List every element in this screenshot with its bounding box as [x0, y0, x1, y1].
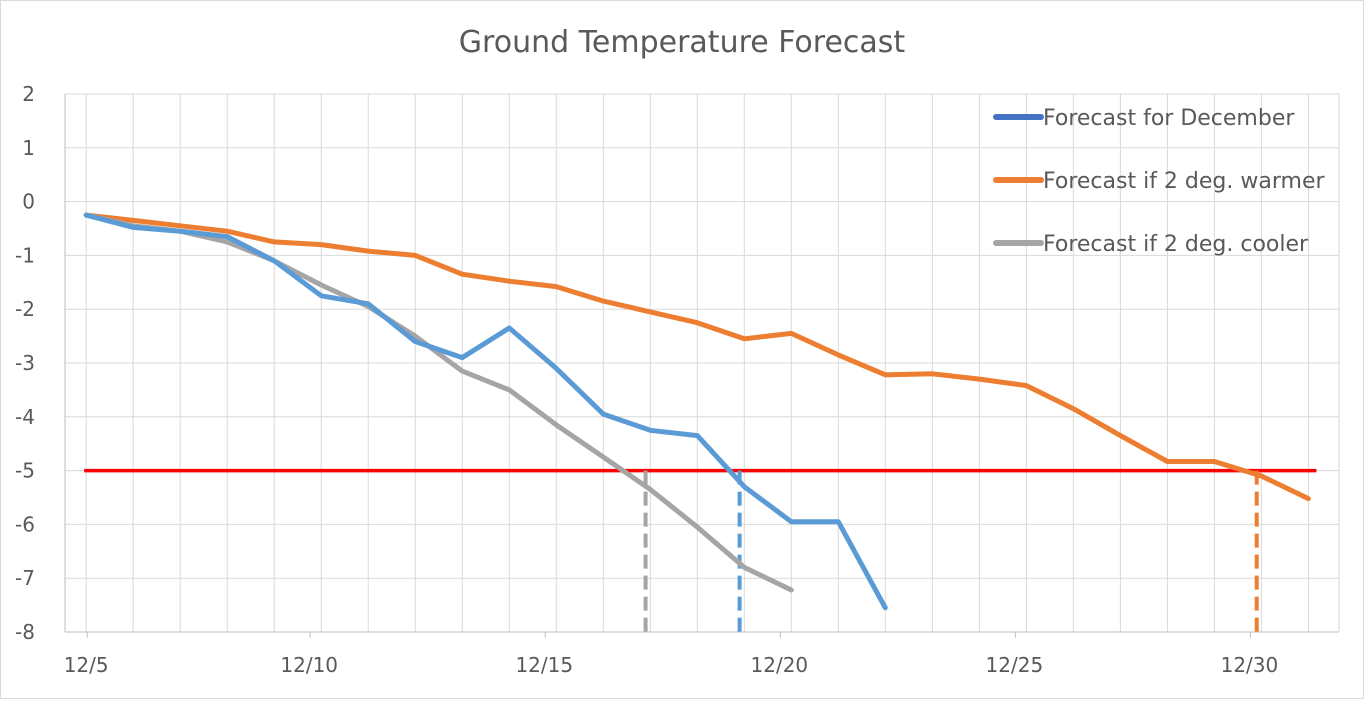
y-tick-label: 1 — [22, 136, 35, 160]
x-tick-label: 12/5 — [64, 653, 109, 677]
x-tick-label: 12/25 — [986, 653, 1044, 677]
x-tick-label: 12/15 — [515, 653, 573, 677]
series-lines — [83, 212, 1311, 611]
y-tick-label: -3 — [15, 351, 35, 375]
y-tick-label: -1 — [15, 243, 35, 267]
y-tick-label: -4 — [15, 405, 35, 429]
y-tick-label: 0 — [22, 190, 35, 214]
x-tick-label: 12/20 — [751, 653, 809, 677]
legend-label: Forecast for December — [1043, 106, 1295, 131]
reference-lines — [84, 468, 1317, 632]
legend: Forecast for December Forecast if 2 deg. … — [993, 106, 1325, 257]
y-tick-label: -6 — [15, 512, 35, 536]
y-tick-label: -8 — [15, 620, 35, 644]
y-tick-label: -7 — [15, 566, 35, 590]
x-tick-label: 12/30 — [1221, 653, 1279, 677]
legend-label: Forecast if 2 deg. cooler — [1043, 232, 1309, 257]
series-line — [83, 212, 794, 593]
series-line — [83, 212, 888, 611]
y-tick-label: 2 — [22, 82, 35, 106]
axes: 2 1 0 -1 -2 -3 -4 -5 -6 -7 -8 12/5 12/10 12/15 12/20 12… — [15, 82, 1339, 677]
y-tick-label: -5 — [15, 459, 35, 483]
chart-title: Ground Temperature Forecast — [459, 25, 906, 60]
legend-label: Forecast if 2 deg. warmer — [1043, 169, 1325, 194]
series-line — [83, 212, 1311, 502]
x-tick-label: 12/10 — [280, 653, 338, 677]
y-tick-label: -2 — [15, 297, 35, 321]
grid-lines — [65, 93, 1340, 632]
